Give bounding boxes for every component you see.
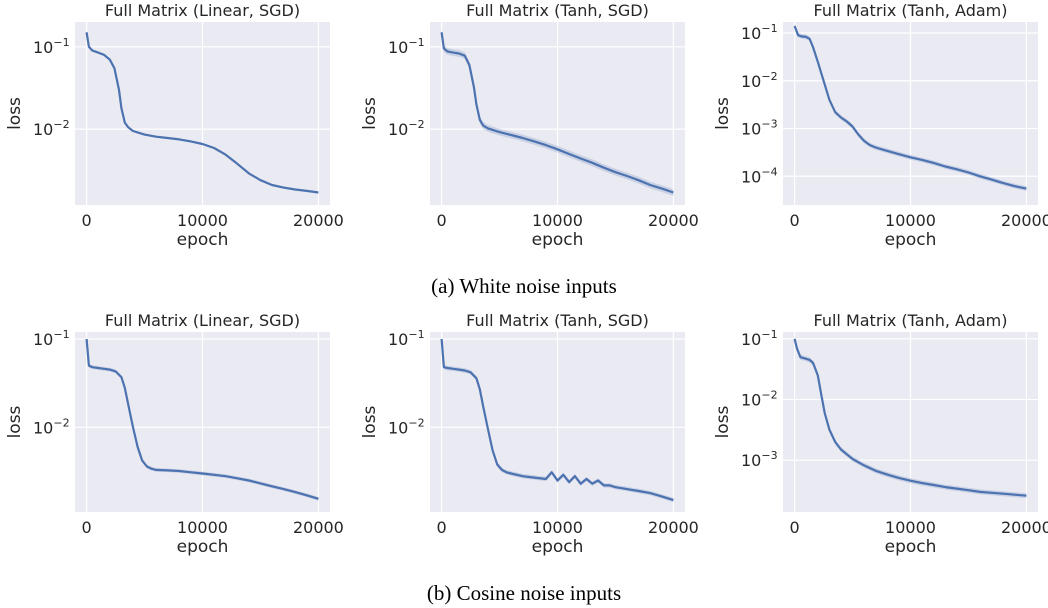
caption-white-noise: (a) White noise inputs [431, 274, 617, 298]
y-tick-label: 10−1 [741, 328, 778, 349]
chart-title: Full Matrix (Linear, SGD) [105, 311, 300, 330]
chart-panel-2: 0 10000 20000 10−1 10−2 Full Matrix (Tanh, SG… [360, 1, 699, 250]
x-tick-label: 20000 [293, 211, 344, 230]
x-axis-label: epoch [177, 230, 229, 250]
y-axis-label: loss [713, 405, 733, 438]
x-axis-label: epoch [532, 230, 584, 250]
x-axis-label: epoch [885, 537, 937, 557]
caption-cosine-noise: (b) Cosine noise inputs [426, 581, 622, 605]
y-tick-label: 10−2 [388, 118, 425, 139]
x-tick-label: 10000 [532, 211, 583, 230]
chart-panel-5: 0 10000 20000 10−1 10−2 Full Matrix (Tanh, SG… [360, 311, 699, 557]
y-tick-label: 10−1 [741, 22, 778, 43]
x-tick-label: 10000 [885, 211, 936, 230]
loss-line [793, 338, 1027, 497]
y-tick-label: 10−2 [388, 416, 425, 437]
x-tick-label: 10000 [177, 211, 228, 230]
figure: 0 10000 20000 10−1 10−2 Full Matrix (Linear, … [5, 1, 1048, 557]
chart-title: Full Matrix (Tanh, SGD) [466, 1, 649, 20]
loss-line [85, 338, 319, 500]
loss-line [793, 25, 1027, 190]
y-axis-label: loss [360, 97, 380, 130]
x-tick-label: 10000 [177, 518, 228, 537]
x-axis-label: epoch [885, 230, 937, 250]
x-tick-label: 0 [436, 211, 446, 230]
y-tick-label: 10−2 [33, 118, 70, 139]
loss-line [85, 32, 319, 194]
y-axis-label: loss [5, 97, 25, 130]
y-tick-label: 10−2 [33, 416, 70, 437]
chart-title: Full Matrix (Tanh, SGD) [466, 311, 649, 330]
loss-line [440, 32, 674, 194]
y-tick-label: 10−1 [388, 328, 425, 349]
y-tick-label: 10−4 [741, 165, 778, 186]
chart-panel-6: 0 10000 20000 10−1 10−2 10−3 Full Matrix (Tanh… [713, 311, 1048, 557]
chart-title: Full Matrix (Linear, SGD) [105, 1, 300, 20]
y-tick-label: 10−2 [741, 70, 778, 91]
x-tick-label: 0 [81, 211, 91, 230]
loss-line [440, 338, 674, 502]
y-axis-label: loss [5, 405, 25, 438]
y-tick-label: 10−3 [741, 449, 778, 470]
x-tick-label: 20000 [648, 518, 699, 537]
y-tick-label: 10−1 [33, 328, 70, 349]
chart-panel-4: 0 10000 20000 10−1 10−2 Full Matrix (Linear, … [5, 311, 344, 557]
chart-title: Full Matrix (Tanh, Adam) [814, 1, 1008, 20]
x-tick-label: 10000 [885, 518, 936, 537]
x-axis-label: epoch [532, 537, 584, 557]
chart-panel-3: 0 10000 20000 10−1 10−2 10−3 10−4 Full Matrix (… [713, 1, 1048, 250]
x-tick-label: 20000 [1001, 518, 1048, 537]
x-tick-label: 0 [789, 211, 799, 230]
x-axis-label: epoch [177, 537, 229, 557]
y-tick-label: 10−1 [388, 36, 425, 57]
y-axis-label: loss [713, 97, 733, 130]
x-tick-label: 0 [436, 518, 446, 537]
y-tick-label: 10−2 [741, 389, 778, 410]
x-tick-label: 0 [789, 518, 799, 537]
x-tick-label: 10000 [532, 518, 583, 537]
chart-title: Full Matrix (Tanh, Adam) [814, 311, 1008, 330]
x-tick-label: 20000 [648, 211, 699, 230]
y-tick-label: 10−3 [741, 118, 778, 139]
x-tick-label: 20000 [1001, 211, 1048, 230]
x-tick-label: 20000 [293, 518, 344, 537]
chart-panel-1: 0 10000 20000 10−1 10−2 Full Matrix (Linear, … [5, 1, 344, 250]
y-axis-label: loss [360, 405, 380, 438]
y-tick-label: 10−1 [33, 36, 70, 57]
x-tick-label: 0 [81, 518, 91, 537]
